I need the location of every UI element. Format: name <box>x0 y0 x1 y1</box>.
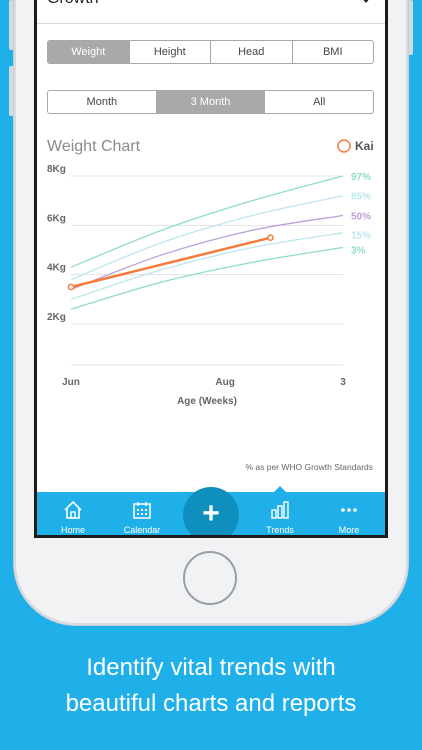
percentile-label: 3% <box>351 246 366 257</box>
tab-month[interactable]: Month <box>48 91 157 113</box>
percentile-label: 15% <box>351 231 371 242</box>
phone-side-button <box>9 66 14 116</box>
kai-data-point <box>267 234 274 242</box>
kai-series-line <box>70 236 271 289</box>
home-icon <box>64 500 82 519</box>
chart-title: Weight Chart <box>47 138 141 155</box>
legend-label: Kai <box>355 139 374 153</box>
add-entry-button[interactable]: + <box>183 487 239 535</box>
x-tick-label: Aug <box>215 377 234 388</box>
more-dots-icon <box>341 508 357 512</box>
percentile-curve <box>70 246 344 310</box>
y-tick-label: 2Kg <box>47 312 66 323</box>
who-standards-note: % as per WHO Growth Standards <box>245 462 373 472</box>
measure-segmented-control: Weight Height Head BMI <box>47 40 374 64</box>
range-segmented-control: Month 3 Month All <box>47 90 374 114</box>
tab-weight[interactable]: Weight <box>48 41 130 63</box>
bar-chart-icon <box>271 501 289 519</box>
percentile-curve <box>70 175 344 268</box>
tab-calendar-label: Calendar <box>123 525 161 535</box>
percentile-curve <box>70 214 344 291</box>
legend-swatch <box>337 139 351 153</box>
tab-trends[interactable]: Trends <box>250 492 310 535</box>
tab-more-label: More <box>338 525 360 535</box>
tab-more[interactable]: More <box>319 492 379 535</box>
x-tick-label: Jun <box>62 377 80 388</box>
phone-side-button <box>9 0 14 50</box>
tab-all[interactable]: All <box>313 96 326 108</box>
tab-home[interactable]: Home <box>43 492 103 535</box>
tab-calendar[interactable]: Calendar <box>112 492 172 535</box>
growth-dropdown-label: Growth <box>47 0 99 8</box>
y-tick-label: 4Kg <box>47 263 66 274</box>
tab-height[interactable]: Height <box>130 41 211 63</box>
app-screen: Growth Weight Height Head BMI Month 3 Mo… <box>34 0 388 538</box>
percentile-label: 50% <box>351 211 371 222</box>
kai-data-point <box>67 283 75 291</box>
percentile-label: 97% <box>351 172 371 183</box>
chart-legend: Kai <box>337 139 374 153</box>
tab-home-label: Home <box>60 525 85 535</box>
growth-dropdown[interactable]: Growth <box>37 0 385 24</box>
tab-trends-label: Trends <box>266 525 294 535</box>
active-tab-indicator <box>274 486 286 492</box>
phone-home-button[interactable] <box>183 551 237 605</box>
percentile-label: 85% <box>351 192 371 203</box>
chevron-down-icon <box>361 0 371 3</box>
caption-line-1: Identify vital trends with <box>86 654 336 681</box>
x-axis-label: Age (Weeks) <box>177 396 237 407</box>
percentile-curve <box>70 195 344 281</box>
y-tick-label: 6Kg <box>47 213 66 224</box>
plus-icon: + <box>202 497 220 530</box>
y-tick-label: 8Kg <box>47 164 66 175</box>
weight-chart: 2Kg 4Kg 6Kg 8Kg Jun Aug 3 Age (Weeks) 97% 85% 50% 1… <box>47 139 374 407</box>
tab-bmi[interactable]: BMI <box>322 46 343 58</box>
calendar-icon <box>133 502 151 519</box>
phone-side-button <box>408 0 413 55</box>
percentile-curve <box>70 232 344 300</box>
tab-head[interactable]: Head <box>211 41 293 63</box>
caption-line-2: beautiful charts and reports <box>65 690 357 717</box>
x-tick-label: 3 <box>340 377 346 388</box>
tab-3-month[interactable]: 3 Month <box>156 91 266 113</box>
